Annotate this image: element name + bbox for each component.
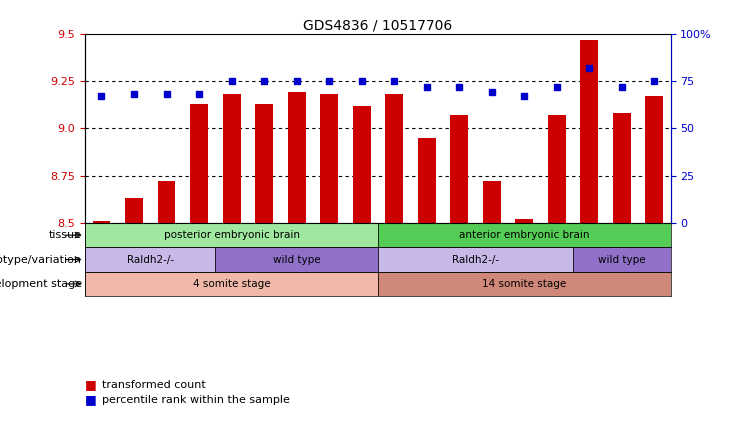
Bar: [85, 247, 216, 272]
Bar: [85, 272, 378, 296]
Bar: [385, 94, 403, 223]
Bar: [222, 94, 241, 223]
Text: Raldh2-/-: Raldh2-/-: [127, 255, 174, 264]
Text: transformed count: transformed count: [102, 380, 205, 390]
Text: tissue: tissue: [49, 230, 82, 240]
Text: genotype/variation: genotype/variation: [0, 255, 82, 264]
Text: anterior embryonic brain: anterior embryonic brain: [459, 230, 590, 240]
Text: posterior embryonic brain: posterior embryonic brain: [164, 230, 299, 240]
Bar: [255, 104, 273, 223]
Bar: [580, 39, 598, 223]
Bar: [378, 272, 671, 296]
Text: Raldh2-/-: Raldh2-/-: [452, 255, 499, 264]
Bar: [93, 221, 110, 223]
Bar: [288, 93, 305, 223]
Bar: [125, 198, 143, 223]
Text: percentile rank within the sample: percentile rank within the sample: [102, 395, 290, 405]
Text: 4 somite stage: 4 somite stage: [193, 279, 270, 289]
Bar: [483, 181, 501, 223]
Bar: [320, 94, 338, 223]
Text: development stage: development stage: [0, 279, 82, 289]
Bar: [645, 96, 663, 223]
Text: wild type: wild type: [598, 255, 645, 264]
Text: ■: ■: [85, 393, 97, 406]
Text: ■: ■: [85, 379, 97, 391]
Bar: [418, 138, 436, 223]
Bar: [216, 247, 378, 272]
Bar: [378, 247, 573, 272]
Text: 14 somite stage: 14 somite stage: [482, 279, 566, 289]
Bar: [190, 104, 208, 223]
Bar: [158, 181, 176, 223]
Title: GDS4836 / 10517706: GDS4836 / 10517706: [303, 19, 453, 33]
Bar: [378, 223, 671, 247]
Bar: [548, 115, 565, 223]
Bar: [573, 247, 671, 272]
Text: wild type: wild type: [273, 255, 320, 264]
Bar: [613, 113, 631, 223]
Bar: [85, 223, 378, 247]
Bar: [515, 219, 534, 223]
Bar: [353, 106, 370, 223]
Bar: [451, 115, 468, 223]
